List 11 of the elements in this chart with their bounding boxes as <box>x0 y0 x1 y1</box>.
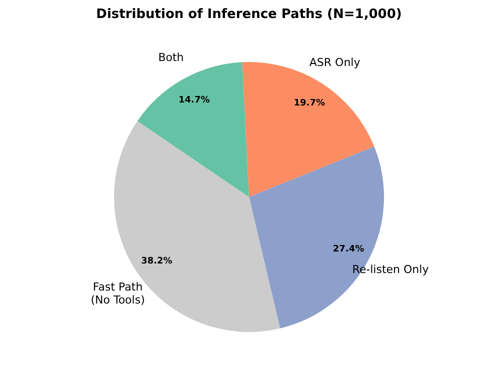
pie-slice <box>137 62 249 197</box>
data-label: 27.4% <box>332 244 364 255</box>
slice-label: Fast Path (No Tools) <box>90 280 145 306</box>
slice-label: Re-listen Only <box>352 263 430 276</box>
slice-label: Both <box>158 51 184 64</box>
data-label: 14.7% <box>178 95 210 106</box>
chart-title: Distribution of Inference Paths (N=1,000) <box>96 7 402 22</box>
pie-slice <box>114 121 280 332</box>
slice-label: ASR Only <box>309 56 361 69</box>
data-label: 19.7% <box>294 98 325 109</box>
data-label: 38.2% <box>141 256 172 267</box>
